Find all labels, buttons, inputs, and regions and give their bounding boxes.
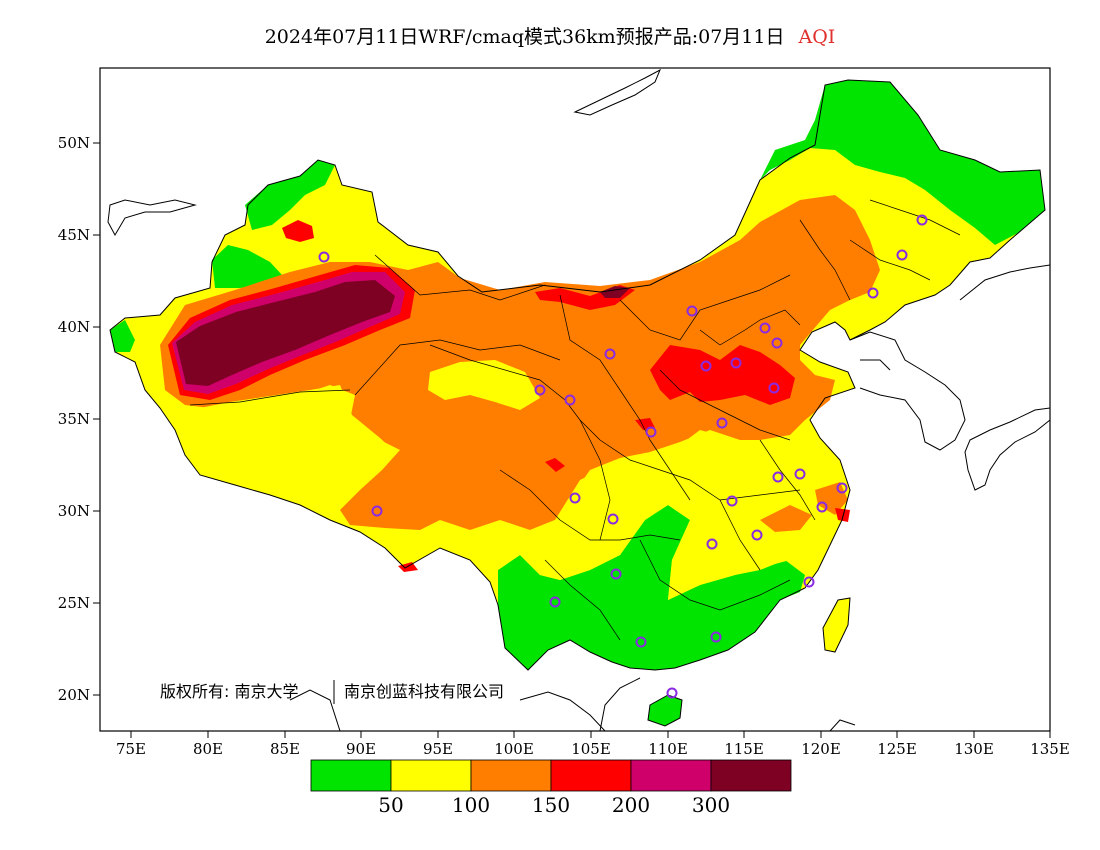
legend-swatch	[630, 759, 712, 792]
legend-swatch	[390, 759, 472, 792]
map-title: 2024年07月11日WRF/cmaq模式36km预报产品:07月11日 AQI	[0, 22, 1100, 49]
lon-label: 115E	[724, 740, 764, 758]
station-marker	[716, 417, 728, 429]
station-marker	[635, 636, 647, 648]
station-marker	[759, 322, 771, 334]
station-marker	[318, 251, 330, 263]
station-marker	[710, 631, 722, 643]
station-marker	[772, 471, 784, 483]
lon-label: 125E	[877, 740, 917, 758]
lon-label: 80E	[193, 740, 223, 758]
station-marker	[896, 249, 908, 261]
lon-label: 130E	[954, 740, 994, 758]
legend-label: 50	[378, 793, 403, 817]
lon-label: 75E	[116, 740, 146, 758]
lon-label: 100E	[494, 740, 534, 758]
station-marker	[730, 357, 742, 369]
region-unhealthy-sichuan	[545, 458, 565, 472]
pollutant-label: AQI	[798, 26, 836, 48]
region-unhealthy-north-china	[650, 345, 795, 405]
legend-label: 300	[692, 793, 730, 817]
station-marker	[371, 505, 383, 517]
lat-label: 50N	[58, 134, 90, 152]
region-moderate-tibet	[190, 385, 395, 505]
region-moderate-qinghai	[428, 360, 540, 410]
region-good-northeast	[760, 80, 1045, 245]
region-good-xinjiang-west	[212, 245, 282, 288]
region-sensitive-yangtze	[815, 482, 848, 515]
map-area: 版权所有: 南京大学 南京创蓝科技有限公司	[107, 68, 1050, 731]
title-text: 2024年07月11日WRF/cmaq模式36km预报产品:07月11日	[264, 26, 785, 48]
station-marker	[768, 382, 780, 394]
station-marker	[706, 538, 718, 550]
station-marker	[607, 513, 619, 525]
region-unhealthy-shanghai	[835, 508, 850, 522]
legend-swatch	[470, 759, 552, 792]
station-marker	[771, 337, 783, 349]
station-marker	[751, 529, 763, 541]
station-marker	[794, 468, 806, 480]
lat-label: 45N	[58, 226, 90, 244]
region-unhealthy-tibet-south	[398, 562, 418, 572]
station-marker	[549, 596, 561, 608]
china-border	[109, 79, 1046, 671]
station-marker	[836, 482, 848, 494]
station-marker	[816, 501, 828, 513]
station-marker	[867, 287, 879, 299]
legend-swatch	[550, 759, 632, 792]
station-markers	[318, 214, 928, 699]
lon-label: 95E	[423, 740, 453, 758]
station-marker	[534, 384, 546, 396]
lat-label: 25N	[58, 594, 90, 612]
lon-label: 90E	[346, 740, 376, 758]
legend-swatch	[710, 759, 792, 792]
station-marker	[666, 687, 678, 699]
station-marker	[610, 568, 622, 580]
latitude-labels: 50N 45N 40N 35N 30N 25N 20N	[58, 134, 90, 704]
lat-label: 20N	[58, 686, 90, 704]
aqi-legend: 50 100 150 200 300	[310, 759, 792, 817]
legend-swatch	[310, 759, 392, 792]
lon-label: 85E	[270, 740, 300, 758]
region-unhealthy-xinjiang-north	[282, 220, 314, 242]
station-marker	[700, 360, 712, 372]
station-marker	[645, 426, 657, 438]
copyright-partner: 南京创蓝科技有限公司	[344, 682, 504, 701]
legend-label: 150	[532, 793, 570, 817]
lon-label: 110E	[648, 740, 688, 758]
station-marker	[916, 214, 928, 226]
station-marker	[569, 492, 581, 504]
lat-label: 40N	[58, 318, 90, 336]
region-hazardous-taklamakan	[176, 280, 395, 386]
station-marker	[686, 305, 698, 317]
lon-label: 105E	[571, 740, 611, 758]
station-marker	[604, 348, 616, 360]
station-marker	[726, 495, 738, 507]
lon-label: 120E	[801, 740, 841, 758]
latitude-axis	[93, 142, 100, 696]
legend-label: 100	[452, 793, 490, 817]
region-good-xinjiang-north	[245, 160, 335, 230]
longitude-axis	[130, 731, 1051, 738]
lat-label: 30N	[58, 502, 90, 520]
province-boundaries	[189, 199, 961, 641]
longitude-labels: 75E 80E 85E 90E 95E 100E 105E 110E 115E …	[116, 740, 1070, 758]
region-good-south	[498, 505, 805, 670]
neighbor-coastlines	[107, 68, 1050, 731]
legend-label: 200	[612, 793, 650, 817]
region-sensitive-jiangxi	[760, 505, 812, 532]
copyright-owner: 版权所有: 南京大学	[160, 682, 298, 701]
lat-label: 35N	[58, 410, 90, 428]
region-good-kashgar	[110, 320, 135, 352]
station-marker	[564, 394, 576, 406]
region-moderate-taiwan	[822, 597, 851, 653]
region-moderate-sichuan-east	[490, 430, 850, 600]
station-marker	[803, 576, 815, 588]
map-frame	[99, 67, 1051, 732]
region-good-hainan	[648, 695, 682, 726]
region-sensitive-tibet-spot	[340, 478, 440, 526]
lon-label: 135E	[1030, 740, 1070, 758]
